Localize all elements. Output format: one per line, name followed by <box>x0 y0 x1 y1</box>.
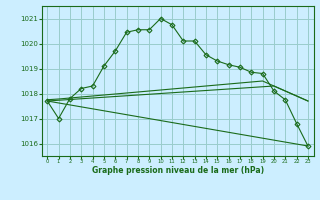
X-axis label: Graphe pression niveau de la mer (hPa): Graphe pression niveau de la mer (hPa) <box>92 166 264 175</box>
